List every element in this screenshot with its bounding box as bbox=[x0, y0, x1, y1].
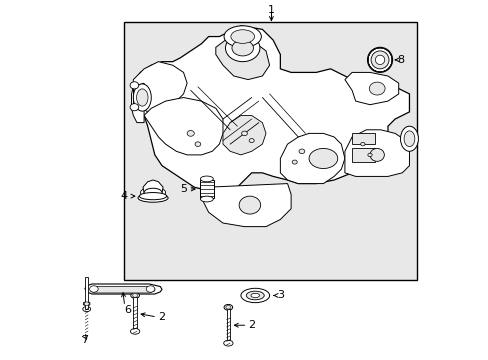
Ellipse shape bbox=[298, 149, 304, 154]
Polygon shape bbox=[215, 37, 269, 80]
Bar bbox=[351, 134, 375, 144]
Text: 2: 2 bbox=[158, 312, 164, 322]
Polygon shape bbox=[344, 72, 398, 105]
Ellipse shape bbox=[400, 126, 418, 151]
Ellipse shape bbox=[250, 293, 259, 298]
Polygon shape bbox=[133, 26, 408, 191]
Ellipse shape bbox=[230, 30, 254, 43]
Ellipse shape bbox=[200, 176, 213, 182]
Bar bbox=[133, 85, 135, 108]
Ellipse shape bbox=[131, 293, 139, 298]
Text: 7: 7 bbox=[81, 335, 88, 345]
Polygon shape bbox=[131, 83, 144, 123]
Text: 3: 3 bbox=[277, 291, 284, 301]
Ellipse shape bbox=[130, 104, 139, 111]
Ellipse shape bbox=[241, 288, 269, 303]
Ellipse shape bbox=[140, 187, 165, 198]
Bar bbox=[351, 148, 375, 162]
Ellipse shape bbox=[224, 26, 261, 47]
Ellipse shape bbox=[403, 131, 414, 147]
Bar bbox=[133, 297, 137, 331]
Ellipse shape bbox=[225, 35, 260, 62]
Ellipse shape bbox=[375, 55, 384, 64]
Polygon shape bbox=[344, 130, 408, 176]
Bar bbox=[85, 277, 88, 309]
Polygon shape bbox=[85, 284, 162, 294]
Ellipse shape bbox=[225, 306, 230, 309]
Ellipse shape bbox=[368, 82, 384, 95]
Text: 5: 5 bbox=[180, 184, 186, 194]
Ellipse shape bbox=[195, 142, 201, 147]
Ellipse shape bbox=[84, 302, 89, 306]
Ellipse shape bbox=[200, 196, 213, 202]
Polygon shape bbox=[223, 116, 265, 155]
Ellipse shape bbox=[367, 153, 371, 157]
Ellipse shape bbox=[241, 131, 247, 136]
Polygon shape bbox=[144, 98, 223, 155]
Ellipse shape bbox=[130, 82, 139, 89]
Polygon shape bbox=[83, 302, 90, 306]
Ellipse shape bbox=[308, 148, 337, 168]
Ellipse shape bbox=[246, 291, 264, 300]
Text: 8: 8 bbox=[396, 55, 403, 65]
Polygon shape bbox=[201, 184, 290, 226]
Ellipse shape bbox=[144, 188, 162, 197]
Polygon shape bbox=[133, 62, 187, 112]
Bar bbox=[199, 180, 214, 198]
Ellipse shape bbox=[133, 84, 151, 111]
Ellipse shape bbox=[89, 286, 98, 292]
Ellipse shape bbox=[138, 194, 168, 202]
Polygon shape bbox=[142, 180, 163, 193]
Text: 6: 6 bbox=[124, 305, 131, 315]
Ellipse shape bbox=[146, 286, 155, 292]
Ellipse shape bbox=[223, 340, 233, 346]
Bar bbox=[124, 22, 416, 280]
Ellipse shape bbox=[360, 143, 364, 146]
Ellipse shape bbox=[132, 294, 137, 297]
Ellipse shape bbox=[187, 131, 194, 136]
Text: 2: 2 bbox=[247, 320, 255, 330]
Text: 1: 1 bbox=[267, 5, 274, 15]
Ellipse shape bbox=[370, 51, 388, 69]
Ellipse shape bbox=[139, 193, 166, 200]
Ellipse shape bbox=[249, 139, 254, 143]
Ellipse shape bbox=[130, 328, 140, 334]
Ellipse shape bbox=[292, 160, 297, 164]
Ellipse shape bbox=[224, 305, 232, 310]
Text: 4: 4 bbox=[121, 191, 128, 201]
Bar bbox=[226, 309, 230, 343]
Ellipse shape bbox=[231, 40, 253, 56]
Ellipse shape bbox=[82, 307, 90, 312]
Polygon shape bbox=[280, 134, 344, 184]
Ellipse shape bbox=[367, 47, 392, 72]
Ellipse shape bbox=[369, 148, 384, 161]
Ellipse shape bbox=[239, 196, 260, 214]
Polygon shape bbox=[90, 287, 155, 293]
Ellipse shape bbox=[136, 89, 148, 106]
